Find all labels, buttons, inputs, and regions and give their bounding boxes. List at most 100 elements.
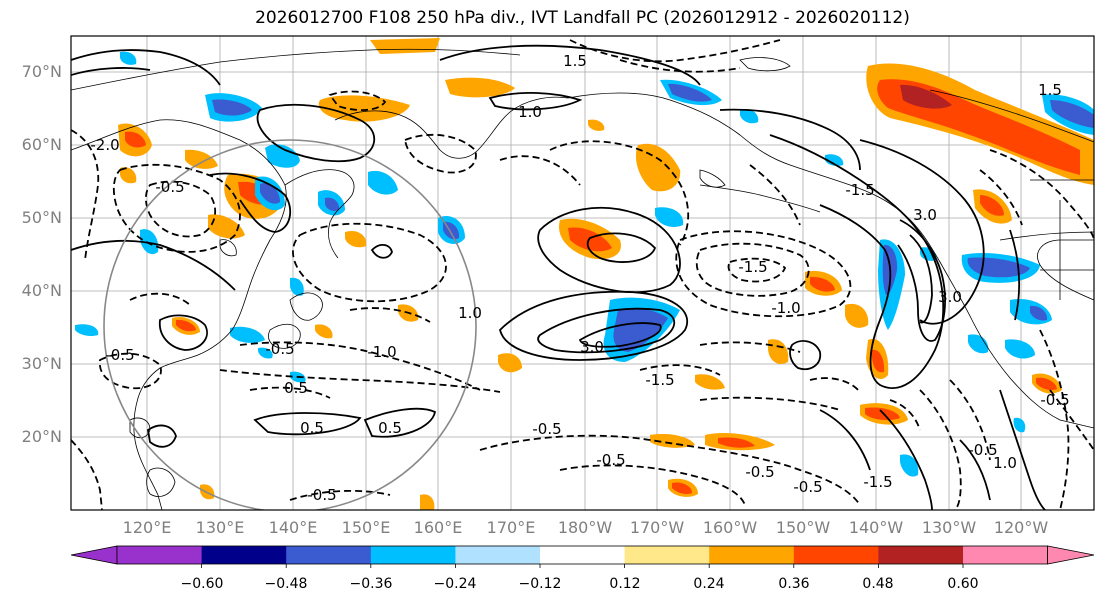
contour-label: 0.5	[284, 379, 308, 397]
colorbar-tick-label: 0.60	[947, 576, 979, 592]
shade-patch	[176, 319, 196, 332]
lon-label: 150°E	[341, 518, 391, 537]
shade-patch	[872, 349, 885, 373]
contour-label: -1.0	[367, 343, 396, 361]
lon-label: 130°W	[921, 518, 977, 537]
shade-patch	[315, 324, 333, 339]
contour-label: -0.5	[1040, 391, 1069, 409]
contour-label: -1.0	[771, 299, 800, 317]
contour-label: -0.5	[793, 478, 822, 496]
lon-label: 160°E	[413, 518, 463, 537]
contour-label: -2.0	[90, 136, 119, 154]
contour-label: -0.5	[265, 340, 294, 358]
lon-label: 150°W	[775, 518, 831, 537]
colorbar-tick-label: −0.12	[518, 576, 562, 592]
contour-label: 1.0	[518, 103, 542, 121]
lat-label: 20°N	[21, 427, 62, 446]
divergence-contours-negative	[71, 39, 1094, 510]
shade-patch	[695, 374, 725, 390]
lat-label: 40°N	[21, 281, 62, 300]
contour-label: 1.0	[993, 454, 1017, 472]
shade-patch	[1050, 100, 1094, 128]
shade-patch	[768, 339, 789, 365]
map-title: 2026012700 F108 250 hPa div., IVT Landfa…	[255, 8, 910, 28]
shade-patch	[212, 99, 252, 116]
coastlines	[71, 48, 1094, 510]
shade-patch	[185, 149, 218, 169]
lat-label: 50°N	[21, 208, 62, 227]
lon-label: 140°E	[268, 518, 318, 537]
lon-label: 170°W	[629, 518, 685, 537]
lat-label: 30°N	[21, 354, 62, 373]
shade-patch	[1036, 377, 1057, 391]
contour-label: -1.5	[845, 181, 874, 199]
colorbar-tick-label: 0.12	[609, 576, 641, 592]
colorbar-tick-label: 0.48	[862, 576, 894, 592]
contour-label: -0.5	[307, 486, 336, 504]
lon-label: 120°E	[122, 518, 172, 537]
contour-label: -0.5	[532, 420, 561, 438]
contour-label: -1.5	[863, 473, 892, 491]
shade-patch	[968, 334, 989, 354]
shade-patch	[718, 437, 755, 448]
contour-label: -0.5	[155, 178, 184, 196]
shade-patch	[125, 131, 146, 148]
colorbar-tick-label: 0.24	[693, 576, 725, 592]
shade-patch	[290, 277, 304, 296]
shade-patch	[368, 170, 398, 195]
contour-label: -0.5	[745, 463, 774, 481]
shade-patch	[668, 83, 712, 102]
shade-patch	[208, 214, 245, 239]
lon-label: 160°W	[702, 518, 758, 537]
colorbar-tick-label: 0.36	[778, 576, 810, 592]
contour-label: -0.5	[596, 451, 625, 469]
contour-labels: 1.0 1.0 1.5 3.0 -1.5 -1.5 -1.0 -0.5 -0.5 -0.5 0.5 0…	[90, 52, 1069, 504]
shade-patch	[900, 454, 919, 477]
shade-patch	[810, 276, 835, 292]
shade-patch	[420, 494, 435, 510]
shade-patch	[445, 77, 515, 98]
shade-patch	[370, 38, 440, 54]
lon-label: 130°E	[195, 518, 245, 537]
shade-patch	[318, 95, 410, 122]
shade-patch	[635, 143, 681, 192]
contour-label: 3.0	[913, 206, 937, 224]
contour-label: 0.5	[378, 419, 402, 437]
shade-patch	[740, 109, 759, 124]
shade-patch	[258, 347, 273, 359]
shade-patch	[120, 51, 137, 65]
contour-label: -1.5	[645, 371, 674, 389]
shade-patch	[140, 229, 159, 255]
shade-patch	[613, 307, 668, 352]
shade-patch	[325, 197, 340, 212]
colorbar-tick-label: −0.24	[433, 576, 477, 592]
shade-patch	[1013, 417, 1026, 433]
shade-patch	[1005, 339, 1035, 359]
lon-label: 170°E	[486, 518, 536, 537]
shade-patch	[900, 84, 952, 109]
lon-label: 180°W	[557, 518, 613, 537]
contour-label: 3.0	[938, 288, 962, 306]
shade-patch	[260, 183, 280, 204]
lon-label: 120°W	[993, 518, 1049, 537]
shade-patch	[265, 144, 300, 168]
shade-patch	[845, 303, 869, 328]
divergence-contours	[71, 44, 1046, 510]
contour-label: 1.0	[458, 304, 482, 322]
lat-label: 60°N	[21, 135, 62, 154]
landfall-region-circle	[103, 139, 477, 510]
shade-patch	[230, 326, 265, 343]
colorbar-tick-label: −0.48	[264, 576, 308, 592]
shade-patch	[75, 324, 99, 337]
shade-patch	[345, 230, 367, 248]
contour-label: -1.5	[738, 258, 767, 276]
shade-patch	[588, 119, 605, 131]
contour-label: 0.5	[300, 419, 324, 437]
shade-patch	[825, 154, 844, 167]
shade-patch	[655, 207, 684, 227]
shade-patch	[980, 195, 1004, 216]
shade-patch	[120, 167, 137, 184]
shade-patch	[672, 482, 692, 495]
contour-label: 3.0	[580, 338, 604, 356]
